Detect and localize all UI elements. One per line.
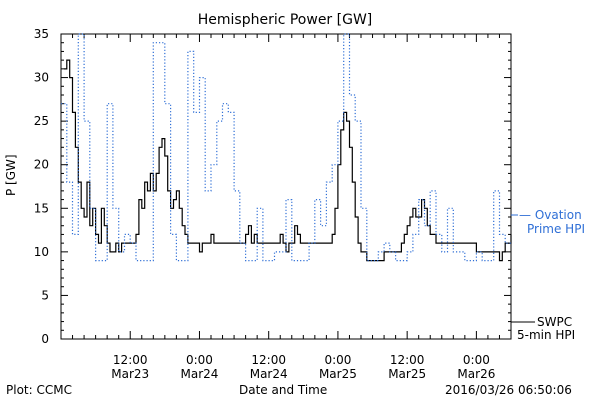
x-tick-label-time: 0:00 — [324, 353, 351, 367]
y-tick-label: 25 — [34, 114, 49, 128]
x-tick-label-date: Mar23 — [111, 367, 149, 381]
x-tick-label-time: 0:00 — [186, 353, 213, 367]
chart-title: Hemispheric Power [GW] — [197, 12, 373, 28]
y-tick-label: 15 — [34, 201, 49, 215]
y-tick-label: 10 — [34, 245, 49, 259]
series-line-ovation — [61, 33, 511, 262]
x-tick-label-time: 12:00 — [113, 353, 148, 367]
y-tick-label: 30 — [34, 71, 49, 85]
x-tick-label-date: Mar24 — [250, 367, 288, 381]
x-tick-label-time: 12:00 — [390, 353, 425, 367]
y-tick-label: 0 — [41, 332, 49, 346]
plot-frame — [60, 33, 512, 340]
legend-ovation-line2: Prime HPI — [527, 222, 585, 236]
x-axis-label: Date and Time — [239, 383, 328, 397]
footer-plot-credit: Plot: CCMC — [6, 383, 72, 397]
y-tick-label: 5 — [41, 288, 49, 302]
footer-timestamp: 2016/03/26 06:50:06 — [445, 383, 572, 397]
y-axis-label: P [GW] — [4, 154, 18, 196]
legend-swpc-line2: 5-min HPI — [517, 328, 576, 342]
y-tick-label: 20 — [34, 158, 49, 172]
x-tick-label-time: 0:00 — [463, 353, 490, 367]
legend-swpc-line1: SWPC — [537, 315, 573, 329]
x-tick-label-date: Mar25 — [319, 367, 357, 381]
x-tick-label-date: Mar24 — [181, 367, 219, 381]
x-tick-label-time: 12:00 — [251, 353, 286, 367]
legend-ovation-line1: — Ovation — [519, 208, 582, 222]
x-tick-label-date: Mar25 — [388, 367, 426, 381]
x-tick-label-date: Mar26 — [457, 367, 495, 381]
y-tick-label: 35 — [34, 27, 49, 41]
series-line-swpc — [63, 59, 512, 262]
